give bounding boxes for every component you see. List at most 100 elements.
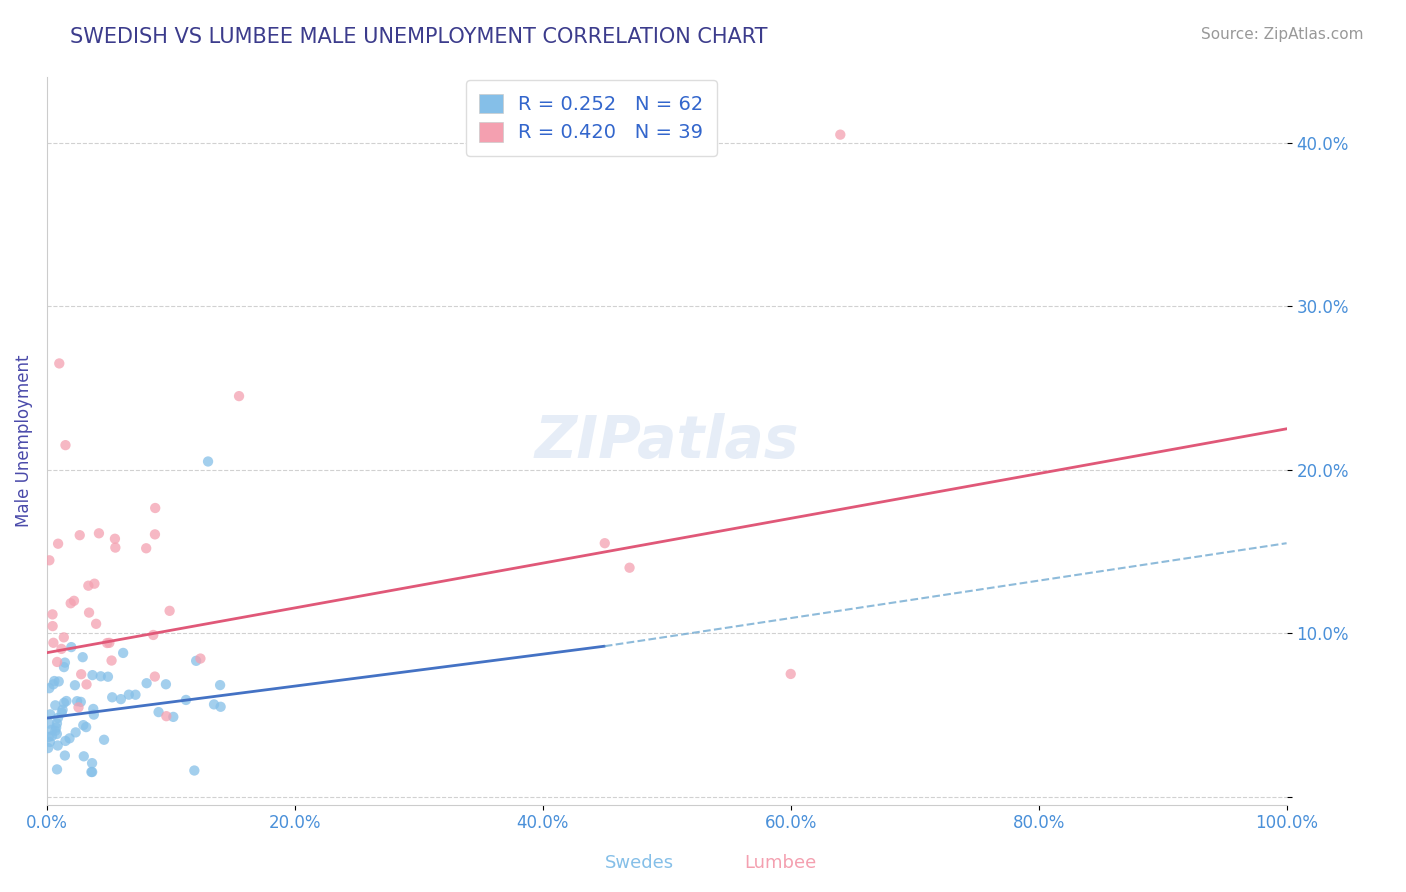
Point	[65, 725, 87, 739]
Point	[69, 528, 91, 542]
Point	[80, 764, 103, 779]
Point	[104, 532, 127, 546]
Point	[101, 690, 124, 705]
Point	[37, 741, 59, 756]
Point	[70, 667, 93, 681]
Point	[58, 731, 80, 746]
Point	[779, 667, 801, 681]
Point	[197, 454, 219, 468]
Point	[830, 128, 852, 142]
Point	[110, 692, 132, 706]
Point	[59, 596, 82, 610]
Point	[52, 660, 75, 674]
Point	[112, 646, 135, 660]
Point	[67, 700, 90, 714]
Point	[42, 677, 65, 691]
Point	[190, 651, 212, 665]
Point	[46, 739, 69, 753]
Point	[46, 537, 69, 551]
Text: Lumbee: Lumbee	[744, 855, 817, 872]
Point	[75, 720, 97, 734]
Legend: R = 0.252   N = 62, R = 0.420   N = 39: R = 0.252 N = 62, R = 0.420 N = 39	[465, 80, 717, 156]
Point	[45, 727, 67, 741]
Point	[41, 729, 63, 743]
Point	[593, 536, 616, 550]
Point	[52, 703, 75, 717]
Point	[96, 636, 118, 650]
Point	[38, 735, 60, 749]
Point	[82, 668, 104, 682]
Point	[148, 705, 170, 719]
Point	[41, 723, 63, 737]
Point	[80, 756, 103, 771]
Point	[53, 656, 76, 670]
Point	[209, 678, 232, 692]
Point	[38, 553, 60, 567]
Point	[55, 734, 77, 748]
Point	[46, 655, 69, 669]
Point	[124, 688, 146, 702]
Point	[72, 650, 94, 665]
Y-axis label: Male Unemployment: Male Unemployment	[15, 355, 32, 527]
Text: ZIPatlas: ZIPatlas	[534, 413, 799, 469]
Point	[100, 654, 122, 668]
Text: Swedes: Swedes	[605, 855, 675, 872]
Point	[155, 677, 177, 691]
Point	[63, 594, 86, 608]
Point	[135, 676, 157, 690]
Point	[53, 696, 76, 710]
Point	[55, 694, 77, 708]
Point	[97, 670, 120, 684]
Point	[90, 669, 112, 683]
Point	[60, 640, 83, 654]
Point	[44, 673, 66, 688]
Point	[44, 698, 66, 713]
Point	[38, 716, 60, 731]
Text: SWEDISH VS LUMBEE MALE UNEMPLOYMENT CORRELATION CHART: SWEDISH VS LUMBEE MALE UNEMPLOYMENT CORR…	[70, 27, 768, 46]
Point	[73, 749, 96, 764]
Point	[72, 718, 94, 732]
Point	[51, 706, 73, 720]
Point	[48, 674, 70, 689]
Point	[93, 732, 115, 747]
Point	[82, 764, 104, 779]
Point	[45, 716, 67, 731]
Point	[76, 677, 98, 691]
Point	[44, 723, 66, 738]
Point	[52, 631, 75, 645]
Point	[98, 636, 121, 650]
Point	[209, 699, 232, 714]
Point	[143, 669, 166, 683]
Point	[174, 693, 197, 707]
Point	[63, 678, 86, 692]
Point	[228, 389, 250, 403]
Point	[42, 636, 65, 650]
Point	[87, 526, 110, 541]
Point	[84, 616, 107, 631]
Point	[186, 654, 208, 668]
Point	[51, 641, 73, 656]
Point	[45, 721, 67, 735]
Point	[104, 541, 127, 555]
Point	[118, 688, 141, 702]
Point	[202, 698, 225, 712]
Point	[142, 628, 165, 642]
Point	[159, 604, 181, 618]
Point	[155, 709, 177, 723]
Point	[38, 681, 60, 696]
Point	[143, 501, 166, 516]
Point	[39, 707, 62, 722]
Point	[77, 606, 100, 620]
Point	[135, 541, 157, 556]
Point	[46, 763, 69, 777]
Text: Source: ZipAtlas.com: Source: ZipAtlas.com	[1201, 27, 1364, 42]
Point	[55, 438, 77, 452]
Point	[69, 695, 91, 709]
Point	[619, 560, 641, 574]
Point	[48, 356, 70, 370]
Point	[82, 702, 104, 716]
Point	[77, 579, 100, 593]
Point	[53, 748, 76, 763]
Point	[162, 710, 184, 724]
Point	[83, 707, 105, 722]
